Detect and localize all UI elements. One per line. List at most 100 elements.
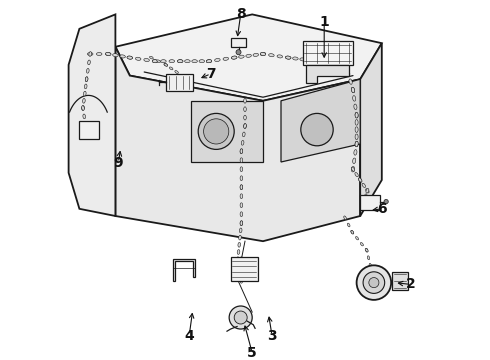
Ellipse shape — [353, 158, 356, 163]
Ellipse shape — [85, 77, 88, 82]
Ellipse shape — [362, 183, 366, 188]
Ellipse shape — [85, 131, 88, 136]
Ellipse shape — [300, 58, 305, 61]
Ellipse shape — [346, 71, 350, 76]
Ellipse shape — [127, 56, 133, 59]
Ellipse shape — [144, 58, 149, 62]
Polygon shape — [360, 195, 380, 210]
Ellipse shape — [366, 248, 368, 252]
Ellipse shape — [240, 149, 243, 154]
Ellipse shape — [366, 189, 369, 193]
Ellipse shape — [149, 56, 153, 59]
Ellipse shape — [355, 141, 358, 147]
Ellipse shape — [84, 122, 87, 127]
Ellipse shape — [206, 60, 212, 63]
Polygon shape — [360, 43, 382, 216]
Ellipse shape — [215, 58, 220, 62]
Ellipse shape — [347, 223, 350, 227]
Ellipse shape — [244, 107, 246, 112]
Ellipse shape — [364, 194, 367, 198]
Ellipse shape — [360, 243, 364, 246]
Ellipse shape — [237, 257, 239, 262]
Ellipse shape — [344, 62, 347, 67]
Ellipse shape — [354, 104, 357, 109]
Ellipse shape — [238, 242, 241, 247]
Ellipse shape — [321, 60, 327, 64]
Ellipse shape — [241, 140, 244, 145]
Polygon shape — [116, 14, 382, 101]
Ellipse shape — [120, 55, 125, 58]
Ellipse shape — [286, 56, 291, 59]
Ellipse shape — [354, 150, 357, 155]
Ellipse shape — [355, 120, 358, 125]
Polygon shape — [231, 38, 245, 47]
Ellipse shape — [240, 167, 243, 172]
Ellipse shape — [198, 113, 234, 149]
Ellipse shape — [240, 158, 243, 163]
Text: 4: 4 — [184, 329, 194, 342]
Ellipse shape — [366, 189, 369, 193]
Circle shape — [384, 199, 388, 204]
Ellipse shape — [164, 63, 168, 66]
Ellipse shape — [237, 249, 240, 255]
Ellipse shape — [349, 79, 352, 84]
Text: 6: 6 — [377, 202, 387, 216]
Ellipse shape — [240, 149, 243, 154]
Ellipse shape — [86, 68, 89, 73]
Ellipse shape — [199, 60, 204, 63]
Ellipse shape — [89, 51, 92, 57]
Ellipse shape — [244, 123, 246, 129]
Ellipse shape — [359, 178, 362, 182]
Ellipse shape — [164, 63, 168, 66]
Ellipse shape — [351, 87, 355, 93]
Ellipse shape — [105, 53, 111, 55]
Ellipse shape — [240, 185, 243, 190]
Ellipse shape — [175, 71, 178, 73]
Ellipse shape — [355, 134, 358, 140]
Ellipse shape — [177, 60, 183, 63]
Ellipse shape — [343, 63, 348, 66]
Ellipse shape — [87, 53, 93, 55]
Ellipse shape — [351, 167, 355, 171]
Ellipse shape — [161, 60, 166, 63]
Ellipse shape — [240, 271, 243, 276]
Polygon shape — [166, 74, 193, 91]
Ellipse shape — [83, 91, 86, 96]
Ellipse shape — [239, 235, 241, 240]
Ellipse shape — [277, 55, 283, 58]
Circle shape — [369, 278, 379, 288]
Ellipse shape — [329, 62, 334, 64]
Ellipse shape — [240, 257, 243, 262]
Ellipse shape — [314, 60, 320, 63]
Ellipse shape — [152, 60, 158, 63]
Text: 8: 8 — [236, 8, 245, 21]
Ellipse shape — [369, 264, 371, 267]
Ellipse shape — [240, 176, 243, 181]
Polygon shape — [191, 101, 263, 162]
Ellipse shape — [363, 199, 365, 204]
Polygon shape — [281, 79, 360, 162]
Ellipse shape — [240, 264, 243, 269]
Ellipse shape — [231, 56, 237, 59]
Ellipse shape — [169, 60, 174, 63]
Ellipse shape — [240, 221, 243, 226]
Ellipse shape — [307, 59, 313, 62]
Ellipse shape — [82, 105, 84, 111]
Ellipse shape — [351, 166, 355, 172]
Ellipse shape — [260, 53, 266, 55]
Ellipse shape — [351, 230, 354, 234]
Ellipse shape — [244, 123, 246, 129]
Ellipse shape — [355, 127, 358, 132]
Ellipse shape — [240, 228, 242, 233]
Ellipse shape — [113, 54, 118, 57]
Text: 3: 3 — [267, 329, 277, 342]
Ellipse shape — [185, 60, 190, 63]
Ellipse shape — [240, 203, 243, 208]
Ellipse shape — [355, 112, 358, 118]
Ellipse shape — [351, 230, 354, 234]
Polygon shape — [79, 121, 99, 139]
Ellipse shape — [223, 57, 228, 60]
Ellipse shape — [135, 57, 141, 60]
Text: 9: 9 — [114, 156, 123, 170]
Ellipse shape — [253, 53, 259, 57]
